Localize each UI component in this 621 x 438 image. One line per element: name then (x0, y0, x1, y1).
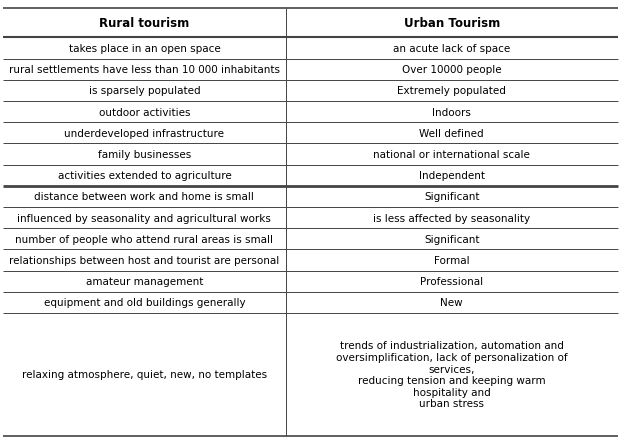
Text: is sparsely populated: is sparsely populated (89, 86, 200, 96)
Text: underdeveloped infrastructure: underdeveloped infrastructure (65, 128, 224, 138)
Text: is less affected by seasonality: is less affected by seasonality (373, 213, 530, 223)
Text: outdoor activities: outdoor activities (99, 107, 190, 117)
Text: influenced by seasonality and agricultural works: influenced by seasonality and agricultur… (17, 213, 271, 223)
Text: takes place in an open space: takes place in an open space (68, 44, 220, 54)
Text: Indoors: Indoors (432, 107, 471, 117)
Text: Significant: Significant (424, 192, 479, 202)
Text: rural settlements have less than 10 000 inhabitants: rural settlements have less than 10 000 … (9, 65, 280, 75)
Text: activities extended to agriculture: activities extended to agriculture (58, 171, 231, 181)
Text: an acute lack of space: an acute lack of space (393, 44, 510, 54)
Text: New: New (440, 298, 463, 307)
Text: Extremely populated: Extremely populated (397, 86, 506, 96)
Text: Formal: Formal (434, 255, 469, 265)
Text: amateur management: amateur management (86, 276, 203, 286)
Text: Professional: Professional (420, 276, 483, 286)
Text: Rural tourism: Rural tourism (99, 17, 189, 30)
Text: family businesses: family businesses (97, 150, 191, 159)
Text: Significant: Significant (424, 234, 479, 244)
Text: relationships between host and tourist are personal: relationships between host and tourist a… (9, 255, 279, 265)
Text: Independent: Independent (419, 171, 485, 181)
Text: relaxing atmosphere, quiet, new, no templates: relaxing atmosphere, quiet, new, no temp… (22, 370, 267, 379)
Text: Urban Tourism: Urban Tourism (404, 17, 500, 30)
Text: number of people who attend rural areas is small: number of people who attend rural areas … (16, 234, 273, 244)
Text: equipment and old buildings generally: equipment and old buildings generally (43, 298, 245, 307)
Text: distance between work and home is small: distance between work and home is small (34, 192, 255, 202)
Text: national or international scale: national or international scale (373, 150, 530, 159)
Text: Over 10000 people: Over 10000 people (402, 65, 502, 75)
Text: trends of industrialization, automation and
oversimplification, lack of personal: trends of industrialization, automation … (336, 341, 568, 408)
Text: Well defined: Well defined (419, 128, 484, 138)
